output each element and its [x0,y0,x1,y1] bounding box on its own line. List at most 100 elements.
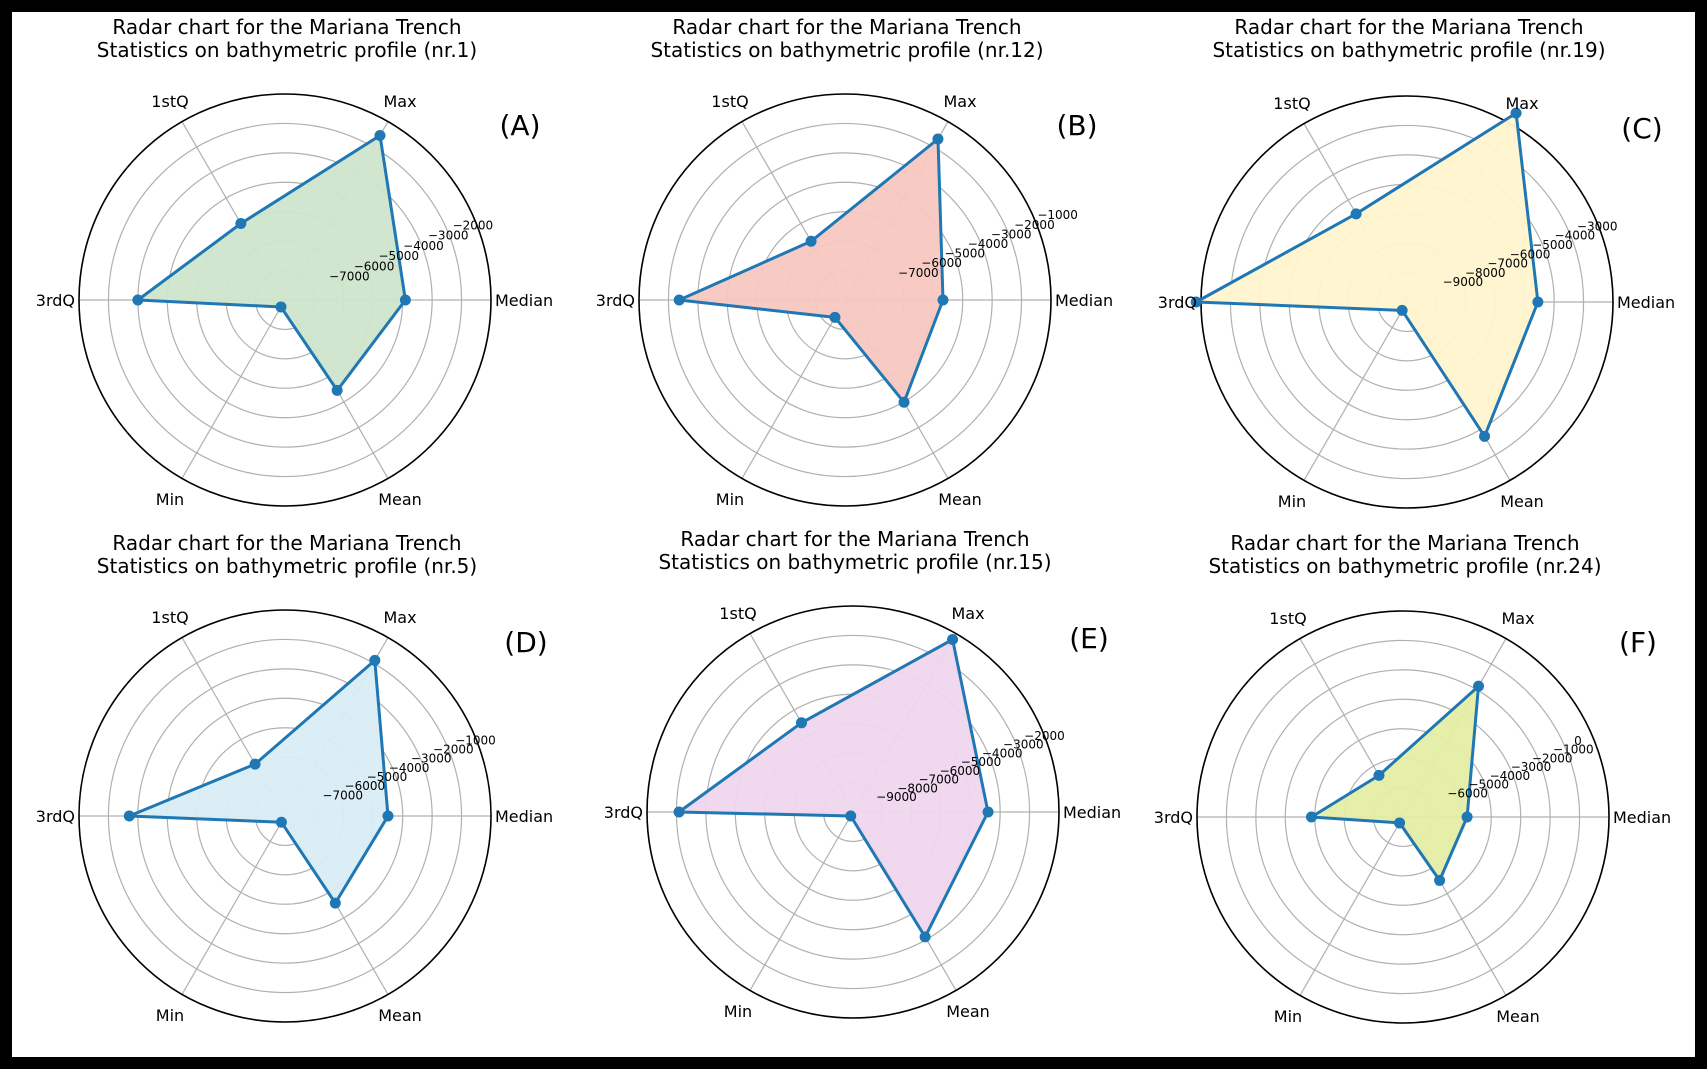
polar-frame [78,93,492,507]
radial-tick-label: −5000 [367,770,408,784]
axis-label-1stq: 1stQ [1273,94,1310,113]
axis-label-3rdq: 3rdQ [596,291,635,310]
radial-tick-label: −3000 [1577,219,1618,233]
data-point-1stq [1350,208,1362,220]
data-point-min [829,311,841,323]
data-point-min [1396,304,1408,316]
data-point-max [947,634,959,646]
series-area [137,135,406,391]
data-point-3rdq [1190,296,1202,308]
axis-label-median: Median [495,807,553,826]
radial-tick-label: −2000 [1024,729,1065,743]
axis-label-max: Max [943,92,976,111]
radial-tick-label: −3000 [1003,738,1044,752]
radial-tick-label: −2000 [433,743,474,757]
data-point-3rdq [123,810,135,822]
data-point-max [369,654,381,666]
radial-tick-label: −5000 [961,755,1002,769]
radial-tick-label: −4000 [1555,229,1596,243]
axis-label-3rdq: 3rdQ [604,803,643,822]
axis-label-mean: Mean [1496,1007,1540,1026]
polar-frame [646,605,1060,1019]
data-point-median [382,810,394,822]
axis-label-min: Min [156,1006,184,1025]
chart-title: Radar chart for the Mariana Trench [1234,15,1583,39]
axis-label-mean: Mean [378,1006,422,1025]
axis-label-3rdq: 3rdQ [36,807,75,826]
axis-label-1stq: 1stQ [719,604,756,623]
grid-spoke [181,815,286,995]
radial-tick-label: −4000 [982,746,1023,760]
axis-label-max: Max [383,92,416,111]
data-point-3rdq [132,294,144,306]
data-point-median [399,294,411,306]
chart-subtitle: Statistics on bathymetric profile (nr.5) [97,554,477,578]
axis-label-mean: Mean [938,490,982,509]
axis-label-max: Max [1505,94,1538,113]
axis-label-min: Min [724,1002,752,1021]
chart-subtitle: Statistics on bathymetric profile (nr.1) [97,38,477,62]
radial-tick-label: −6000 [1510,247,1551,261]
data-point-1stq [805,235,817,247]
axis-label-max: Max [951,604,984,623]
radar-panel-5: −9000−8000−7000−6000−5000−4000−3000−2000… [604,527,1121,1021]
radial-tick-label: −2000 [1532,751,1573,765]
radial-tick-label: −4000 [968,237,1009,251]
panel-letter: (B) [1056,109,1097,142]
series-area [679,639,988,937]
data-point-min [275,816,287,828]
radial-tick-label: −3000 [428,229,469,243]
data-point-mean [331,384,343,396]
series-area [1196,113,1538,437]
grid-spoke [1303,301,1408,481]
radial-tick-label: −6000 [921,256,962,270]
radial-tick-label: −5000 [1532,238,1573,252]
data-point-max [932,133,944,145]
polar-frame [638,93,1052,507]
axis-label-min: Min [156,490,184,509]
series-area [679,139,943,403]
chart-title: Radar chart for the Mariana Trench [112,531,461,555]
panel-letter: (C) [1621,112,1662,145]
radial-tick-label: 0 [1574,734,1582,748]
data-point-median [937,294,949,306]
radial-tick-label: −4000 [389,761,430,775]
radial-tick-label: −3000 [991,227,1032,241]
radar-panel-2: −7000−6000−5000−4000−3000−2000−1000 Media… [596,15,1113,509]
radar-panel-3: −9000−8000−7000−6000−5000−4000−3000 Media… [1158,15,1675,511]
axis-label-max: Max [383,608,416,627]
radial-tick-label: −5000 [1468,778,1509,792]
axis-label-1stq: 1stQ [151,608,188,627]
data-point-mean [919,931,931,943]
chart-subtitle: Statistics on bathymetric profile (nr.24… [1208,554,1601,578]
polar-frame [78,609,492,1023]
axis-label-1stq: 1stQ [1269,609,1306,628]
panel-letter: (E) [1069,622,1109,655]
radial-tick-label: −7000 [322,788,363,802]
panel-letter: (F) [1619,626,1657,659]
axis-label-3rdq: 3rdQ [1154,808,1193,827]
data-point-mean [329,897,341,909]
data-point-1stq [1373,769,1385,781]
axis-label-1stq: 1stQ [151,92,188,111]
axis-label-min: Min [716,490,744,509]
radial-tick-label: −7000 [898,266,939,280]
radial-tick-label: −7000 [329,270,370,284]
radial-tick-label: −1000 [1037,208,1078,222]
radar-panel-1: −7000−6000−5000−4000−3000−2000 Median Max 1… [36,15,553,509]
data-point-1stq [235,218,247,230]
radial-tick-label: −9000 [1443,275,1484,289]
radial-tick-label: −3000 [411,752,452,766]
grid-spoke [181,299,286,479]
data-point-median [1461,811,1473,823]
data-point-median [1532,296,1544,308]
data-point-median [982,806,994,818]
data-point-max [1473,680,1485,692]
data-point-max [374,130,386,142]
axis-label-min: Min [1274,1007,1302,1026]
radial-tick-label: −8000 [1465,266,1506,280]
chart-title: Radar chart for the Mariana Trench [112,15,461,39]
